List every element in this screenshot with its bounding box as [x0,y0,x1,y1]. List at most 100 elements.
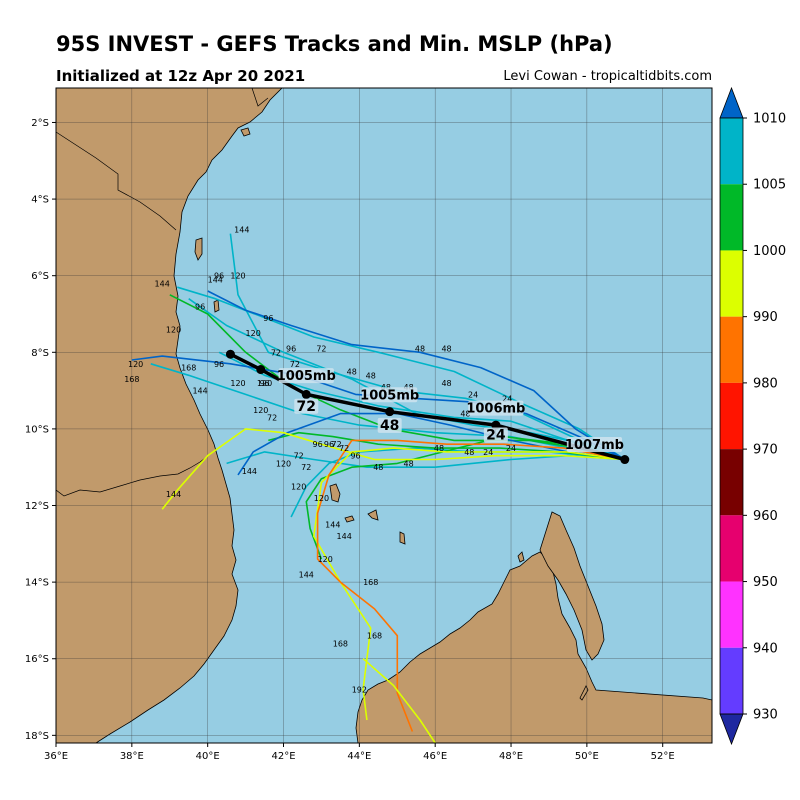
forecast-hour-label: 144 [299,570,314,579]
mean-track-point [301,389,311,399]
forecast-hour-label: 120 [253,406,268,415]
forecast-hour-label: 48 [415,344,425,353]
forecast-hour-label: 48 [460,410,470,419]
ensemble-member-track [150,363,625,461]
forecast-hour-label: 120 [230,379,245,388]
ensemble-member-track [313,447,625,721]
mean-mslp-label: 1005mb [277,369,336,384]
mean-mslp-label: 1005mb [360,388,419,403]
lon-tick-label: 48°E [499,751,523,762]
forecast-hour-label: 144 [325,521,340,530]
forecast-hour-label: 168 [181,364,196,373]
mean-mslp-label-bg [566,437,623,453]
ensemble-member-track [207,290,626,461]
lat-tick-label: 8°S [31,348,49,359]
lat-tick-label: 12°S [25,501,49,512]
madagascar-east-islet [579,685,589,701]
grande-comore [329,483,341,503]
lat-tick-label: 2°S [31,118,49,129]
lon-tick-label: 46°E [423,751,447,762]
mean-hour-label-bg [294,398,319,414]
forecast-hour-label: 48 [441,379,451,388]
forecast-hour-label: 168 [367,632,382,641]
map-frame [55,87,713,744]
forecast-hour-label: 72 [339,444,349,453]
forecast-hour-label: 72 [301,463,311,472]
forecast-hour-label: 72 [267,413,277,422]
forecast-hour-label: 48 [347,367,357,376]
mean-track-point [491,420,501,430]
forecast-hour-label: 120 [257,379,272,388]
forecast-hour-label: 72 [294,452,304,461]
forecast-hour-label: 48 [434,444,444,453]
forecast-hour-label: 96 [324,440,334,449]
forecast-hour-label: 192 [352,685,367,694]
mean-hour-label: 48 [380,418,399,434]
nosy-be-island [517,551,525,563]
forecast-hour-label: 144 [166,490,181,499]
forecast-hour-label: 48 [366,371,376,380]
mean-hour-label: 24 [486,427,506,443]
forecast-hour-label: 144 [192,387,207,396]
moheli-island [344,515,355,523]
lon-tick-label: 52°E [651,751,675,762]
forecast-hour-label: 24 [502,394,512,403]
lon-tick-label: 44°E [347,751,371,762]
ensemble-mean-track [229,352,626,462]
forecast-hour-label: 144 [155,279,170,288]
lon-tick-label: 40°E [196,751,220,762]
forecast-hour-label: 168 [333,639,348,648]
madagascar-north-cape [539,511,605,661]
mean-mslp-label: 1007mb [565,438,624,453]
ensemble-member-track [316,439,625,732]
lat-tick-label: 14°S [25,578,49,589]
forecast-hour-label: 72 [271,348,281,357]
lon-tick-label: 50°E [575,751,599,762]
land-layer [56,88,712,743]
forecast-hour-label: 120 [314,494,329,503]
credit-text: Levi Cowan - tropicaltidbits.com [503,69,712,84]
mean-track [225,349,630,465]
mafia-island [213,299,220,313]
mean-mslp-label: 1006mb [466,402,525,417]
forecast-hour-label: 96 [263,314,273,323]
africa-land [56,88,283,743]
mayotte-island [399,531,406,545]
country-border [56,131,177,231]
ensemble-member-track [362,658,436,743]
forecast-hour-label: 120 [230,272,245,281]
member-hour-labels: 2424242424244848484848484848484848487272… [124,226,516,743]
mean-mslp-label-bg [362,387,418,403]
forecast-hour-label: 120 [318,555,333,564]
forecast-hour-label: 48 [464,448,474,457]
zanzibar-island [194,237,203,261]
ensemble-member-track [161,428,625,510]
forecast-hour-label: 168 [124,375,139,384]
mean-track-point [256,365,266,375]
forecast-hour-label: 72 [316,344,326,353]
forecast-hour-label: 72 [332,440,342,449]
forecast-hour-label: 48 [441,344,451,353]
lon-tick-label: 36°E [44,751,68,762]
mean-track-labels: 1007mb 1006mb 1005mb 1005mb 24 48 72 [277,368,624,453]
forecast-hour-label: 120 [276,459,291,468]
forecast-hour-label: 48 [404,459,414,468]
madagascar-land [355,551,712,743]
anjouan-island [367,509,379,521]
ensemble-member-track [177,286,626,461]
forecast-hour-label: 96 [214,360,224,369]
lon-tick-label: 38°E [120,751,144,762]
forecast-hour-label: 96 [259,379,269,388]
pemba-island [240,127,251,137]
mean-hour-label-bg [483,427,508,443]
forecast-hour-label: 24 [483,448,493,457]
lat-tick-label: 16°S [25,654,49,665]
forecast-hour-label: 96 [313,440,323,449]
forecast-hour-label: 144 [337,532,352,541]
ensemble-member-track [169,294,625,461]
ensemble-member-track [305,435,626,560]
forecast-hour-label: 96 [350,452,360,461]
mean-track-point [620,455,630,465]
forecast-hour-label: 120 [166,325,181,334]
